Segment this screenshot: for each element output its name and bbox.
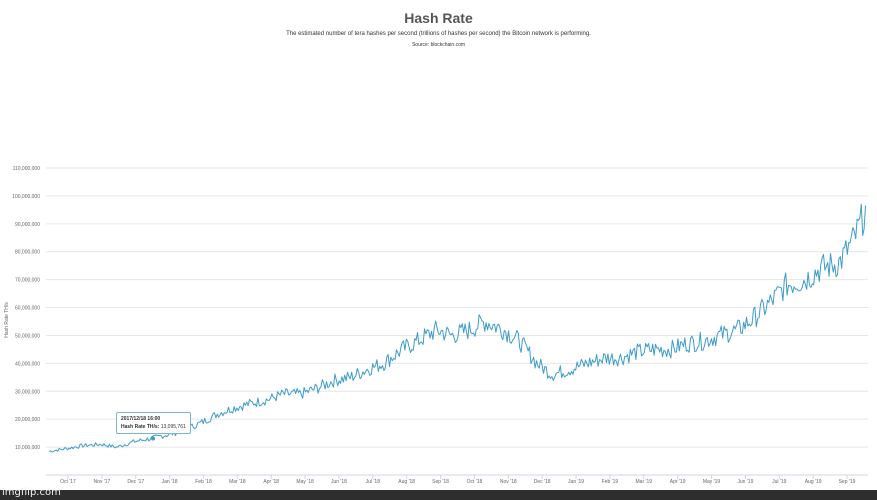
x-tick-label: Sep '18 xyxy=(432,479,449,485)
x-tick-label: Aug '18 xyxy=(398,479,415,485)
chart-source: Source: blockchain.com xyxy=(411,42,466,48)
y-tick-label: 40,000,000 xyxy=(15,361,40,367)
chart-subtitle: The estimated number of tera hashes per … xyxy=(286,31,591,37)
tooltip-point xyxy=(151,436,156,441)
y-tick-label: 70,000,000 xyxy=(15,278,40,284)
x-tick-label: Oct '18 xyxy=(467,479,483,485)
x-tick-label: Jul '18 xyxy=(366,479,381,485)
watermark-text: imgflip.com xyxy=(2,487,61,498)
x-tick-label: May '18 xyxy=(296,479,314,485)
x-tick-label: Jan '18 xyxy=(162,479,178,485)
watermark-bar xyxy=(0,490,877,500)
x-tick-label: May '19 xyxy=(703,479,721,485)
chart-tooltip: 2017/12/18 16:00 Hash Rate TH/s: 13,095,… xyxy=(116,412,191,434)
x-tick-label: Jan '19 xyxy=(568,479,584,485)
chart-title: Hash Rate xyxy=(404,10,473,26)
x-tick-label: Mar '19 xyxy=(636,479,653,485)
y-tick-label: 20,000,000 xyxy=(15,417,40,423)
y-tick-label: 30,000,000 xyxy=(15,389,40,395)
x-tick-label: Dec '18 xyxy=(534,479,551,485)
x-tick-label: Oct '17 xyxy=(60,479,76,485)
x-tick-label: Apr '19 xyxy=(670,479,686,485)
tooltip-label: Hash Rate TH/s: xyxy=(121,424,160,430)
y-tick-label: 100,000,000 xyxy=(12,194,40,200)
x-tick-label: Mar '18 xyxy=(229,479,246,485)
x-tick-label: Nov '17 xyxy=(93,479,110,485)
y-tick-label: 60,000,000 xyxy=(15,306,40,312)
x-tick-label: Jul '19 xyxy=(772,479,787,485)
y-tick-label: 10,000,000 xyxy=(15,445,40,451)
x-tick-label: Jun '19 xyxy=(737,479,753,485)
y-tick-label: 50,000,000 xyxy=(15,333,40,339)
y-tick-label: 90,000,000 xyxy=(15,222,40,228)
x-tick-label: Nov '18 xyxy=(500,479,517,485)
x-tick-label: Jun '18 xyxy=(331,479,347,485)
x-tick-label: Feb '19 xyxy=(602,479,619,485)
y-tick-label: 110,000,000 xyxy=(13,166,41,172)
x-tick-label: Aug '19 xyxy=(805,479,822,485)
y-axis-title: Hash Rate TH/s xyxy=(4,302,10,338)
x-tick-label: Apr '18 xyxy=(263,479,279,485)
x-tick-label: Sep '19 xyxy=(839,479,856,485)
x-tick-label: Dec '17 xyxy=(127,479,144,485)
x-tick-label: Feb '18 xyxy=(195,479,212,485)
tooltip-date: 2017/12/18 16:00 xyxy=(121,416,161,422)
tooltip-value: 13,095,761 xyxy=(160,424,186,430)
y-tick-label: 80,000,000 xyxy=(15,250,40,256)
